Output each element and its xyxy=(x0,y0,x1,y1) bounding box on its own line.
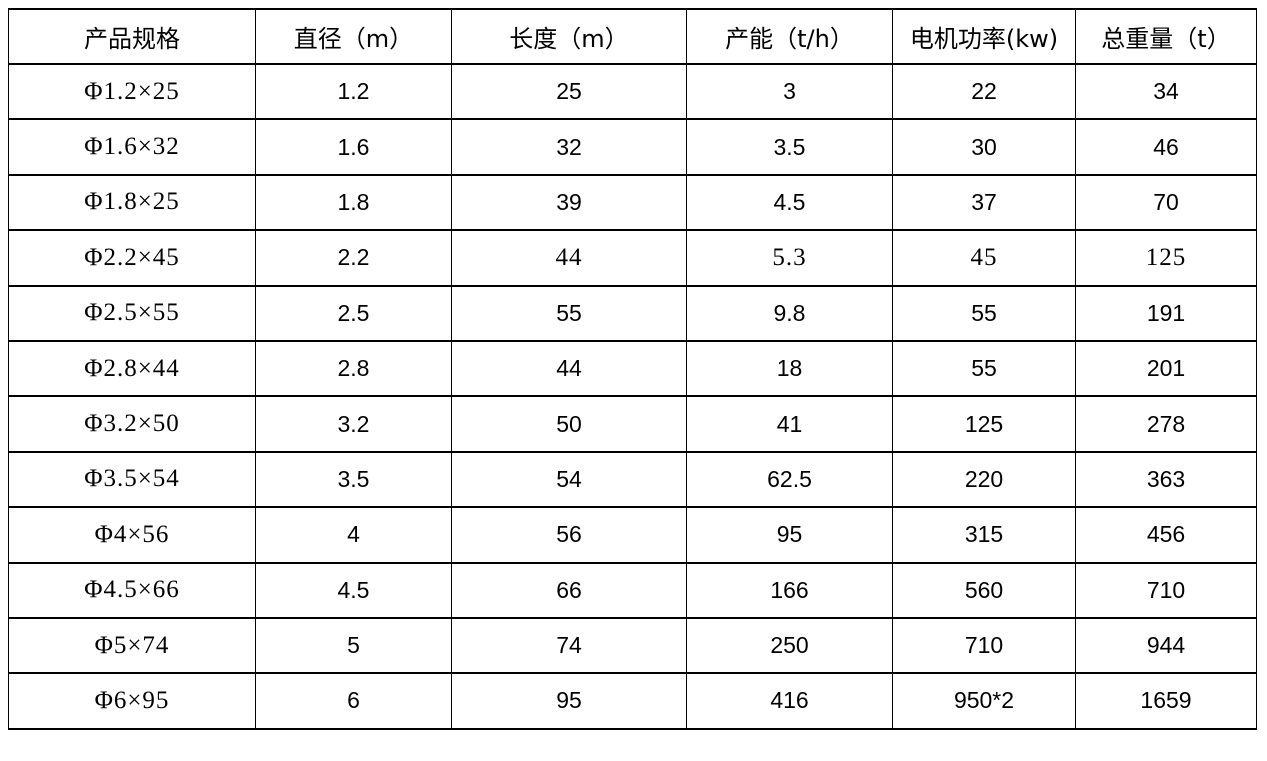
cell-motor-power: 125 xyxy=(892,395,1076,453)
cell-diameter: 2.2 xyxy=(255,229,452,287)
table-row: Φ3.5×54 3.5 54 62.5 220 363 xyxy=(8,450,1257,509)
cell-total-weight: 944 xyxy=(1075,616,1257,675)
spec-table: 产品规格 直径（m） 长度（m） 产能（t/h） 电机功率(kw) 总重量（t）… xyxy=(8,8,1257,730)
header-capacity: 产能（t/h） xyxy=(686,8,893,65)
table-row: Φ4.5×66 4.5 66 166 560 710 xyxy=(8,561,1257,619)
cell-motor-power: 220 xyxy=(892,450,1076,509)
cell-spec: Φ3.2×50 xyxy=(8,395,256,453)
cell-motor-power: 560 xyxy=(892,561,1076,619)
cell-capacity: 95 xyxy=(686,506,893,564)
cell-length: 50 xyxy=(451,395,687,453)
header-diameter: 直径（m） xyxy=(255,8,452,65)
cell-length: 55 xyxy=(451,284,687,342)
cell-motor-power: 30 xyxy=(892,118,1076,176)
cell-length: 44 xyxy=(451,339,687,398)
cell-capacity: 9.8 xyxy=(686,284,893,342)
cell-capacity: 416 xyxy=(686,672,893,730)
table-row: Φ5×74 5 74 250 710 944 xyxy=(8,616,1257,675)
cell-diameter: 1.2 xyxy=(255,62,452,121)
cell-diameter: 2.8 xyxy=(255,339,452,398)
cell-spec: Φ4.5×66 xyxy=(8,561,256,619)
cell-diameter: 4.5 xyxy=(255,561,452,619)
cell-total-weight: 278 xyxy=(1075,395,1257,453)
table-row: Φ2.2×45 2.2 44 5.3 45 125 xyxy=(8,229,1257,287)
cell-spec: Φ1.6×32 xyxy=(8,118,256,176)
cell-motor-power: 55 xyxy=(892,339,1076,398)
cell-length: 39 xyxy=(451,173,687,232)
table-row: Φ1.8×25 1.8 39 4.5 37 70 xyxy=(8,173,1257,232)
cell-spec: Φ4×56 xyxy=(8,506,256,564)
cell-total-weight: 1659 xyxy=(1075,672,1257,730)
cell-capacity: 3 xyxy=(686,62,893,121)
cell-total-weight: 70 xyxy=(1075,173,1257,232)
cell-spec: Φ1.2×25 xyxy=(8,62,256,121)
table-row: Φ4×56 4 56 95 315 456 xyxy=(8,506,1257,564)
cell-total-weight: 201 xyxy=(1075,339,1257,398)
cell-length: 66 xyxy=(451,561,687,619)
cell-motor-power: 45 xyxy=(892,229,1076,287)
cell-length: 44 xyxy=(451,229,687,287)
cell-spec: Φ6×95 xyxy=(8,672,256,730)
cell-motor-power: 37 xyxy=(892,173,1076,232)
cell-diameter: 1.8 xyxy=(255,173,452,232)
cell-motor-power: 315 xyxy=(892,506,1076,564)
cell-diameter: 1.6 xyxy=(255,118,452,176)
table-row: Φ1.6×32 1.6 32 3.5 30 46 xyxy=(8,118,1257,176)
cell-length: 32 xyxy=(451,118,687,176)
cell-spec: Φ5×74 xyxy=(8,616,256,675)
cell-diameter: 4 xyxy=(255,506,452,564)
table-row: Φ2.8×44 2.8 44 18 55 201 xyxy=(8,339,1257,398)
cell-capacity: 250 xyxy=(686,616,893,675)
cell-diameter: 3.2 xyxy=(255,395,452,453)
cell-spec: Φ2.2×45 xyxy=(8,229,256,287)
cell-capacity: 5.3 xyxy=(686,229,893,287)
cell-total-weight: 125 xyxy=(1075,229,1257,287)
cell-capacity: 3.5 xyxy=(686,118,893,176)
cell-total-weight: 34 xyxy=(1075,62,1257,121)
cell-total-weight: 363 xyxy=(1075,450,1257,509)
cell-capacity: 62.5 xyxy=(686,450,893,509)
cell-spec: Φ3.5×54 xyxy=(8,450,256,509)
cell-capacity: 41 xyxy=(686,395,893,453)
cell-spec: Φ1.8×25 xyxy=(8,173,256,232)
cell-total-weight: 191 xyxy=(1075,284,1257,342)
table-row: Φ6×95 6 95 416 950*2 1659 xyxy=(8,672,1257,730)
header-length: 长度（m） xyxy=(451,8,687,65)
cell-motor-power: 55 xyxy=(892,284,1076,342)
header-spec: 产品规格 xyxy=(8,8,256,65)
cell-spec: Φ2.8×44 xyxy=(8,339,256,398)
cell-length: 95 xyxy=(451,672,687,730)
table-row: Φ1.2×25 1.2 25 3 22 34 xyxy=(8,62,1257,121)
cell-motor-power: 710 xyxy=(892,616,1076,675)
table-body: 产品规格 直径（m） 长度（m） 产能（t/h） 电机功率(kw) 总重量（t）… xyxy=(8,8,1257,730)
table-header-row: 产品规格 直径（m） 长度（m） 产能（t/h） 电机功率(kw) 总重量（t） xyxy=(8,8,1257,65)
cell-capacity: 4.5 xyxy=(686,173,893,232)
cell-motor-power: 22 xyxy=(892,62,1076,121)
cell-diameter: 3.5 xyxy=(255,450,452,509)
header-motor-power: 电机功率(kw) xyxy=(892,8,1076,65)
cell-spec: Φ2.5×55 xyxy=(8,284,256,342)
cell-diameter: 2.5 xyxy=(255,284,452,342)
header-total-weight: 总重量（t） xyxy=(1075,8,1257,65)
cell-diameter: 6 xyxy=(255,672,452,730)
cell-length: 25 xyxy=(451,62,687,121)
cell-length: 56 xyxy=(451,506,687,564)
cell-motor-power: 950*2 xyxy=(892,672,1076,730)
cell-length: 74 xyxy=(451,616,687,675)
cell-diameter: 5 xyxy=(255,616,452,675)
table-row: Φ3.2×50 3.2 50 41 125 278 xyxy=(8,395,1257,453)
cell-capacity: 166 xyxy=(686,561,893,619)
table-row: Φ2.5×55 2.5 55 9.8 55 191 xyxy=(8,284,1257,342)
cell-capacity: 18 xyxy=(686,339,893,398)
cell-total-weight: 710 xyxy=(1075,561,1257,619)
cell-total-weight: 46 xyxy=(1075,118,1257,176)
cell-total-weight: 456 xyxy=(1075,506,1257,564)
cell-length: 54 xyxy=(451,450,687,509)
